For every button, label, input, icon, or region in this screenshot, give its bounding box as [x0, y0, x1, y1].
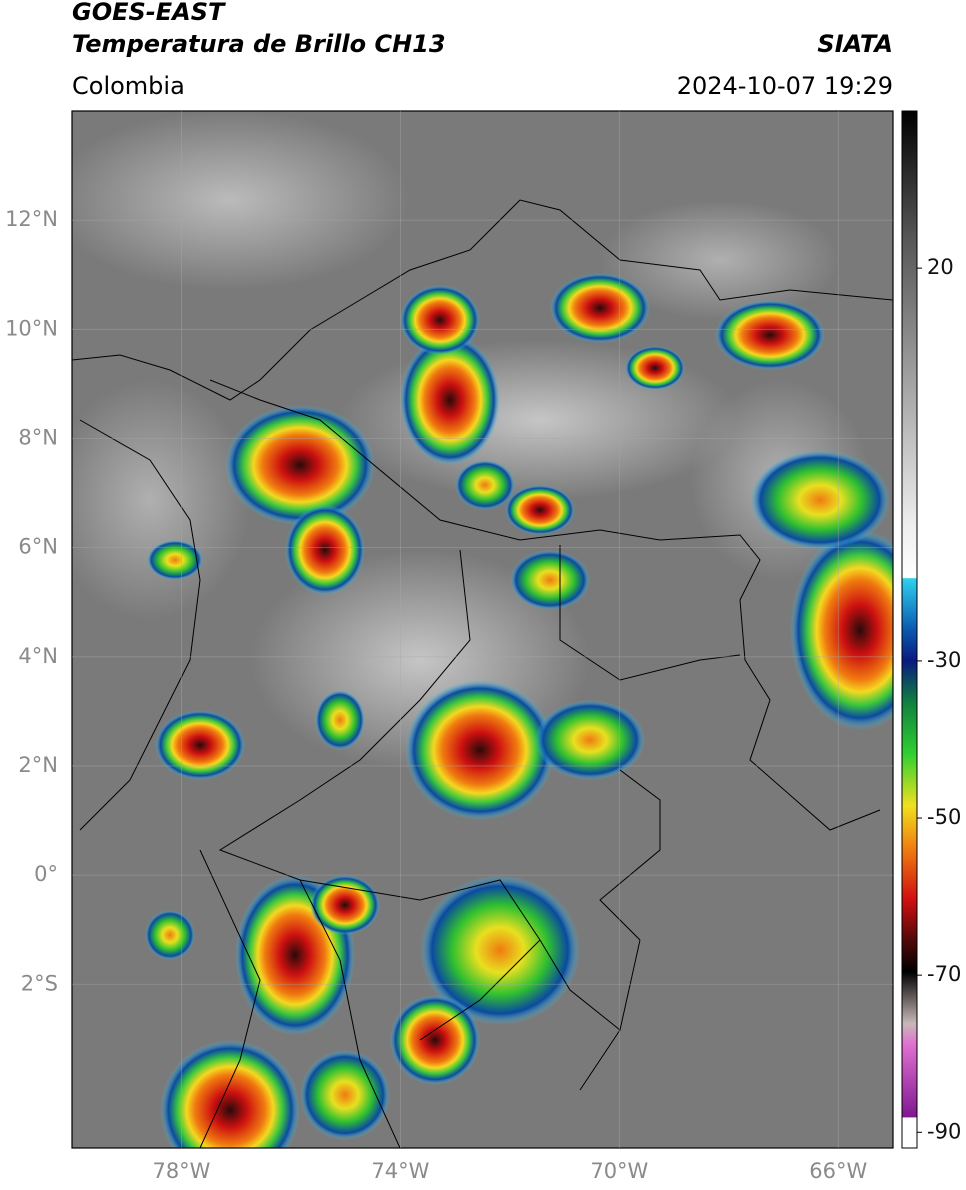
- datetime: 2024-10-07 19:29: [677, 72, 893, 100]
- lat-label: 6°N: [18, 535, 58, 559]
- map-frame: [71, 110, 894, 1149]
- satellite-image: [72, 111, 893, 1148]
- lon-label: 70°W: [590, 1159, 648, 1183]
- lat-label: 2°N: [18, 753, 58, 777]
- colorbar-label: -50: [927, 805, 961, 829]
- lat-label: 2°S: [21, 971, 58, 995]
- lon-label: 74°W: [371, 1159, 429, 1183]
- colorbar-label: -70: [927, 962, 961, 986]
- lon-label: 66°W: [809, 1159, 867, 1183]
- lat-label: 10°N: [5, 316, 58, 340]
- lat-label: 4°N: [18, 644, 58, 668]
- subtitle: Temperatura de Brillo CH13: [72, 30, 446, 58]
- title: GOES-EAST: [72, 0, 226, 26]
- lat-label: 8°N: [18, 425, 58, 449]
- colorbar-label: -90: [927, 1119, 961, 1143]
- lat-label: 0°: [34, 862, 58, 886]
- lon-label: 78°W: [152, 1159, 210, 1183]
- region: Colombia: [72, 72, 185, 100]
- colorbar-label: 20: [927, 255, 954, 279]
- source: SIATA: [817, 30, 893, 58]
- lat-label: 12°N: [5, 207, 58, 231]
- colorbar: [901, 110, 918, 1149]
- colorbar-label: -30: [927, 648, 961, 672]
